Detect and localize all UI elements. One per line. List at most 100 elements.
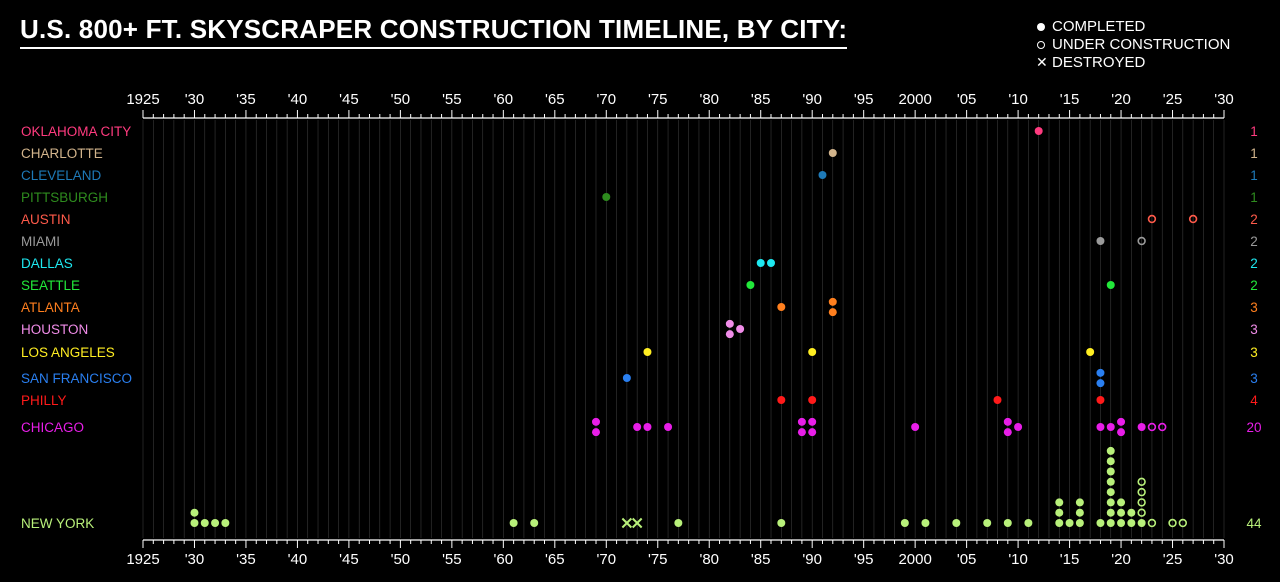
city-label-austin: AUSTIN bbox=[21, 212, 71, 227]
top-tick-label: '35 bbox=[236, 91, 256, 108]
top-tick-label: '30 bbox=[185, 91, 205, 108]
completed-marker bbox=[1034, 127, 1043, 135]
completed-marker bbox=[983, 519, 992, 527]
top-tick-label: '75 bbox=[648, 91, 668, 108]
completed-marker bbox=[211, 519, 220, 527]
top-tick-label: '85 bbox=[751, 91, 771, 108]
top-tick-label: '25 bbox=[1163, 91, 1183, 108]
bottom-tick-label: '05 bbox=[957, 551, 977, 568]
under-construction-marker bbox=[1188, 214, 1198, 224]
completed-marker bbox=[900, 519, 909, 527]
completed-marker bbox=[602, 193, 611, 201]
top-tick-label: '70 bbox=[597, 91, 617, 108]
completed-marker bbox=[1003, 428, 1012, 437]
completed-marker bbox=[1086, 348, 1095, 356]
top-tick-label: '05 bbox=[957, 91, 977, 108]
top-tick-label: 2000 bbox=[898, 91, 931, 108]
city-count-pittsburgh: 1 bbox=[1250, 190, 1258, 205]
bottom-tick-label: '25 bbox=[1163, 551, 1183, 568]
city-count-new-york: 44 bbox=[1246, 516, 1262, 531]
city-count-chicago: 20 bbox=[1246, 420, 1261, 435]
bottom-tick-label: '80 bbox=[699, 551, 719, 568]
city-label-miami: MIAMI bbox=[21, 234, 60, 249]
completed-marker bbox=[1106, 498, 1115, 507]
completed-marker bbox=[1106, 477, 1115, 486]
city-label-chicago: CHICAGO bbox=[21, 420, 84, 435]
completed-marker bbox=[1117, 498, 1126, 507]
bottom-tick-label: '55 bbox=[442, 551, 462, 568]
under-construction-marker bbox=[1137, 236, 1146, 246]
under-construction-marker bbox=[1178, 518, 1188, 528]
completed-marker bbox=[921, 519, 930, 527]
city-count-los-angeles: 3 bbox=[1250, 345, 1258, 360]
completed-marker bbox=[190, 508, 199, 517]
completed-marker bbox=[190, 519, 199, 527]
completed-marker bbox=[1117, 519, 1126, 527]
completed-dot-icon bbox=[1037, 23, 1045, 31]
completed-marker bbox=[1014, 423, 1023, 431]
bottom-tick-label: '40 bbox=[288, 551, 308, 568]
completed-marker bbox=[221, 519, 230, 527]
completed-marker bbox=[530, 519, 539, 527]
completed-marker bbox=[797, 428, 806, 437]
completed-marker bbox=[1003, 519, 1012, 527]
legend-under-construction: UNDER CONSTRUCTION bbox=[1036, 36, 1230, 54]
completed-marker bbox=[1117, 428, 1126, 437]
completed-marker bbox=[777, 519, 786, 527]
top-tick-label: '65 bbox=[545, 91, 565, 108]
completed-marker bbox=[767, 259, 776, 267]
bottom-tick-label: '50 bbox=[391, 551, 411, 568]
chart-title: U.S. 800+ FT. SKYSCRAPER CONSTRUCTION TI… bbox=[20, 14, 848, 49]
completed-marker bbox=[808, 417, 817, 426]
completed-marker bbox=[808, 428, 817, 437]
completed-marker bbox=[756, 259, 765, 267]
completed-marker bbox=[1055, 508, 1064, 517]
city-label-pittsburgh: PITTSBURGH bbox=[21, 190, 108, 205]
completed-marker bbox=[1106, 446, 1115, 455]
completed-marker bbox=[643, 423, 652, 431]
bottom-tick-label: '65 bbox=[545, 551, 565, 568]
bottom-tick-label: '70 bbox=[597, 551, 617, 568]
under-construction-marker bbox=[1147, 422, 1157, 432]
top-tick-label: '50 bbox=[391, 91, 411, 108]
city-label-seattle: SEATTLE bbox=[21, 278, 80, 293]
bottom-tick-label: '75 bbox=[648, 551, 668, 568]
legend-completed-label: COMPLETED bbox=[1052, 18, 1146, 35]
city-label-houston: HOUSTON bbox=[21, 322, 88, 337]
top-tick-label: '80 bbox=[699, 91, 719, 108]
completed-marker bbox=[993, 396, 1002, 404]
top-tick-label: '40 bbox=[288, 91, 308, 108]
legend-under-construction-label: UNDER CONSTRUCTION bbox=[1052, 36, 1231, 53]
city-count-charlotte: 1 bbox=[1250, 146, 1258, 161]
bottom-tick-label: '10 bbox=[1008, 551, 1028, 568]
top-tick-label: '55 bbox=[442, 91, 462, 108]
under-construction-marker bbox=[1137, 477, 1146, 486]
completed-marker bbox=[1137, 423, 1146, 431]
under-construction-marker bbox=[1147, 214, 1157, 224]
completed-marker bbox=[622, 374, 631, 382]
completed-marker bbox=[1106, 508, 1115, 517]
city-label-oklahoma-city: OKLAHOMA CITY bbox=[21, 124, 131, 139]
completed-marker bbox=[1096, 379, 1105, 388]
completed-marker bbox=[1106, 488, 1115, 497]
completed-marker bbox=[1127, 519, 1136, 527]
completed-marker bbox=[674, 519, 683, 527]
bottom-tick-label: 2000 bbox=[898, 551, 931, 568]
completed-marker bbox=[736, 325, 745, 333]
completed-marker bbox=[591, 417, 600, 426]
under-construction-marker bbox=[1168, 518, 1177, 528]
top-tick-label: 1925 bbox=[126, 91, 159, 108]
top-tick-label: '30 bbox=[1214, 91, 1234, 108]
completed-marker bbox=[808, 348, 817, 356]
completed-marker bbox=[1075, 519, 1084, 527]
city-label-los-angeles: LOS ANGELES bbox=[21, 345, 115, 360]
top-tick-label: '15 bbox=[1060, 91, 1080, 108]
completed-marker bbox=[1106, 281, 1115, 289]
completed-marker bbox=[1075, 508, 1084, 517]
completed-marker bbox=[1055, 519, 1064, 527]
city-label-philly: PHILLY bbox=[21, 393, 67, 408]
city-count-san-francisco: 3 bbox=[1250, 371, 1258, 386]
bottom-tick-label: '30 bbox=[185, 551, 205, 568]
completed-marker bbox=[725, 319, 734, 328]
